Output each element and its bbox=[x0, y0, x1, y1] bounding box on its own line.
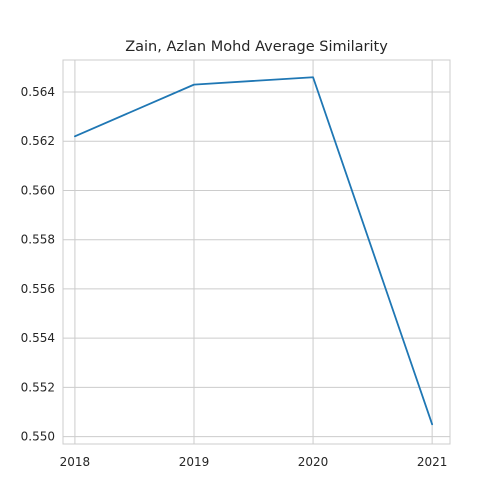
x-tick-label: 2021 bbox=[417, 455, 448, 469]
y-axis-tick-labels: 0.550 0.552 0.554 0.556 0.558 0.560 0.562 0.564 bbox=[21, 85, 55, 444]
y-gridlines bbox=[63, 91, 450, 438]
x-tick-label: 2018 bbox=[60, 455, 91, 469]
y-tick-label: 0.562 bbox=[21, 134, 55, 148]
y-tick-label: 0.552 bbox=[21, 380, 55, 394]
x-axis-tick-labels: 2018 2019 2020 2021 bbox=[60, 455, 448, 469]
chart-title: Zain, Azlan Mohd Average Similarity bbox=[125, 39, 388, 55]
y-tick-label: 0.550 bbox=[21, 430, 55, 444]
plot-area-border bbox=[62, 59, 451, 445]
y-tick-label: 0.556 bbox=[21, 282, 55, 296]
y-tick-label: 0.560 bbox=[21, 183, 55, 197]
y-tick-label: 0.564 bbox=[21, 85, 55, 99]
x-tick-label: 2019 bbox=[179, 455, 210, 469]
y-tick-label: 0.554 bbox=[21, 331, 55, 345]
series-line bbox=[74, 76, 434, 426]
x-tick-label: 2020 bbox=[298, 455, 329, 469]
x-gridlines bbox=[74, 60, 433, 444]
y-tick-label: 0.558 bbox=[21, 233, 55, 247]
series-layer bbox=[74, 76, 434, 426]
